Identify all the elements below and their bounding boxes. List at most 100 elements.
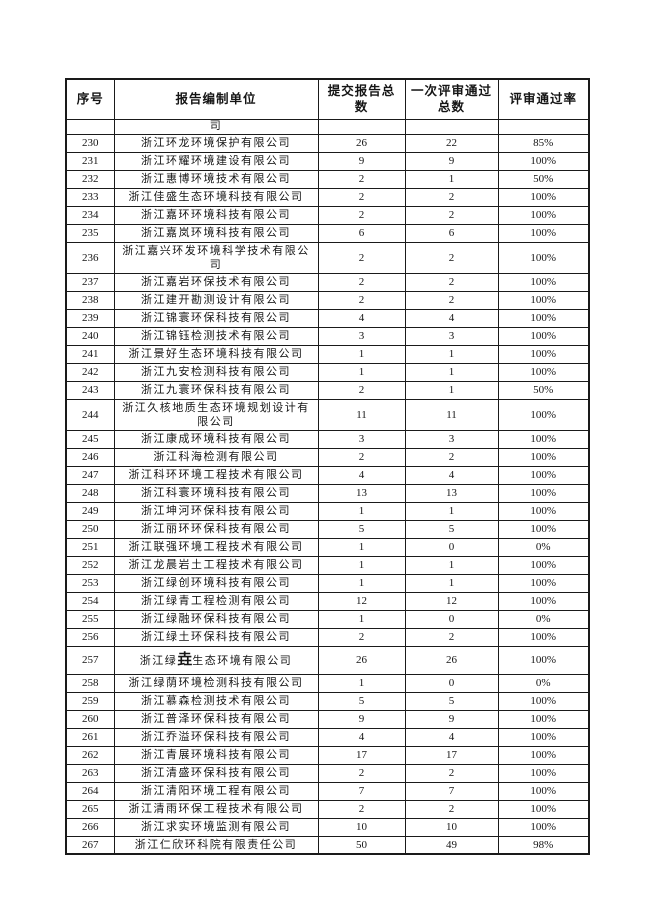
unit-cell: 浙江九寰环保科技有限公司 xyxy=(113,380,319,400)
rate-cell: 100% xyxy=(497,465,590,485)
table-row: 259 浙江慕森检测技术有限公司 5 5 100% xyxy=(65,691,590,711)
rate-cell: 100% xyxy=(497,727,590,747)
rate-cell: 100% xyxy=(497,555,590,575)
rate-cell: 100% xyxy=(497,187,590,207)
submitted-cell: 3 xyxy=(317,429,406,449)
unit-cell: 浙江青展环境科技有限公司 xyxy=(113,745,319,765)
passed-cell: 1 xyxy=(404,169,499,189)
submitted-cell: 3 xyxy=(317,326,406,346)
rate-cell: 100% xyxy=(497,205,590,225)
unit-cell: 浙江绿融环保科技有限公司 xyxy=(113,609,319,629)
passed-cell: 17 xyxy=(404,745,499,765)
submitted-cell: 1 xyxy=(317,362,406,382)
unit-cell: 浙江龙晨岩土工程技术有限公司 xyxy=(113,555,319,575)
submitted-cell: 2 xyxy=(317,169,406,189)
passed-cell: 1 xyxy=(404,344,499,364)
unit-cell: 浙江锦钰检测技术有限公司 xyxy=(113,326,319,346)
table-row: 265 浙江清雨环保工程技术有限公司 2 2 100% xyxy=(65,799,590,819)
unit-cell: 浙江科海检测有限公司 xyxy=(113,447,319,467)
rate-cell: 100% xyxy=(497,745,590,765)
table-row: 257 浙江绿垚生态环境有限公司 26 26 100% xyxy=(65,645,590,675)
row-number-cell: 237 xyxy=(65,272,115,292)
rate-cell: 100% xyxy=(497,344,590,364)
submitted-cell: 2 xyxy=(317,290,406,310)
rate-cell: 50% xyxy=(497,169,590,189)
unit-cell: 浙江嘉岚环境科技有限公司 xyxy=(113,223,319,243)
unit-cell: 浙江丽环环保科技有限公司 xyxy=(113,519,319,539)
row-number-cell: 236 xyxy=(65,241,115,274)
submitted-cell: 4 xyxy=(317,465,406,485)
unit-cell: 浙江普泽环保科技有限公司 xyxy=(113,709,319,729)
column-header-no: 序号 xyxy=(65,78,115,120)
passed-cell: 5 xyxy=(404,691,499,711)
rate-cell: 100% xyxy=(497,362,590,382)
unit-cell: 浙江九安检测科技有限公司 xyxy=(113,362,319,382)
passed-cell: 6 xyxy=(404,223,499,243)
unit-cell: 浙江科环环境工程技术有限公司 xyxy=(113,465,319,485)
row-number-cell: 253 xyxy=(65,573,115,593)
column-header-rate: 评审通过率 xyxy=(497,78,590,120)
submitted-cell: 2 xyxy=(317,241,406,274)
table-row: 243 浙江九寰环保科技有限公司 2 1 50% xyxy=(65,380,590,400)
passed-cell: 4 xyxy=(404,465,499,485)
continuation-row: 司 xyxy=(65,118,590,135)
unit-cell: 司 xyxy=(113,118,319,135)
submitted-cell: 13 xyxy=(317,483,406,503)
unit-cell: 浙江仁欣环科院有限责任公司 xyxy=(113,835,319,855)
passed-cell: 4 xyxy=(404,727,499,747)
unit-cell: 浙江环龙环境保护有限公司 xyxy=(113,133,319,153)
submitted-cell: 5 xyxy=(317,691,406,711)
row-number-cell: 265 xyxy=(65,799,115,819)
passed-cell: 3 xyxy=(404,429,499,449)
unit-name-suffix: 生态环境有限公司 xyxy=(192,655,293,667)
passed-cell: 2 xyxy=(404,627,499,647)
table-row: 246 浙江科海检测有限公司 2 2 100% xyxy=(65,447,590,467)
table-row: 266 浙江求实环境监测有限公司 10 10 100% xyxy=(65,817,590,837)
rate-cell: 100% xyxy=(497,429,590,449)
column-header-passed-line1: 一次评审通过 xyxy=(410,84,492,99)
row-number-cell: 232 xyxy=(65,169,115,189)
passed-cell: 10 xyxy=(404,817,499,837)
submitted-cell: 5 xyxy=(317,519,406,539)
passed-cell: 1 xyxy=(404,380,499,400)
unit-cell: 浙江景好生态环境科技有限公司 xyxy=(113,344,319,364)
column-header-passed-line2: 总数 xyxy=(437,100,465,115)
passed-cell: 13 xyxy=(404,483,499,503)
table-row: 249 浙江坤河环保科技有限公司 1 1 100% xyxy=(65,501,590,521)
rate-cell: 0% xyxy=(497,537,590,557)
row-number-cell: 254 xyxy=(65,591,115,611)
table-row: 236 浙江嘉兴环发环境科学技术有限公司 2 2 100% xyxy=(65,241,590,274)
rate-cell: 98% xyxy=(497,835,590,855)
rate-cell: 100% xyxy=(497,645,590,675)
row-number-cell: 242 xyxy=(65,362,115,382)
passed-cell: 2 xyxy=(404,799,499,819)
rate-cell: 100% xyxy=(497,272,590,292)
submitted-cell: 2 xyxy=(317,627,406,647)
table-row: 232 浙江惠博环境技术有限公司 2 1 50% xyxy=(65,169,590,189)
submitted-cell: 1 xyxy=(317,609,406,629)
row-number-cell: 246 xyxy=(65,447,115,467)
row-number-cell: 252 xyxy=(65,555,115,575)
rate-cell: 100% xyxy=(497,627,590,647)
unit-name-prefix: 浙江绿 xyxy=(139,655,178,667)
passed-cell: 9 xyxy=(404,151,499,171)
row-number-cell xyxy=(65,118,115,135)
unit-cell: 浙江绿垚生态环境有限公司 xyxy=(113,645,319,675)
passed-cell xyxy=(404,118,499,135)
passed-cell: 2 xyxy=(404,290,499,310)
rate-cell: 100% xyxy=(497,781,590,801)
table-row: 240 浙江锦钰检测技术有限公司 3 3 100% xyxy=(65,326,590,346)
unit-cell: 浙江慕森检测技术有限公司 xyxy=(113,691,319,711)
table-row: 252 浙江龙晨岩土工程技术有限公司 1 1 100% xyxy=(65,555,590,575)
passed-cell: 7 xyxy=(404,781,499,801)
rate-cell: 100% xyxy=(497,519,590,539)
passed-cell: 0 xyxy=(404,537,499,557)
row-number-cell: 261 xyxy=(65,727,115,747)
table-row: 238 浙江建开勘测设计有限公司 2 2 100% xyxy=(65,290,590,310)
submitted-cell: 26 xyxy=(317,133,406,153)
unit-cell: 浙江嘉环环境科技有限公司 xyxy=(113,205,319,225)
rate-cell: 100% xyxy=(497,799,590,819)
passed-cell: 22 xyxy=(404,133,499,153)
row-number-cell: 249 xyxy=(65,501,115,521)
